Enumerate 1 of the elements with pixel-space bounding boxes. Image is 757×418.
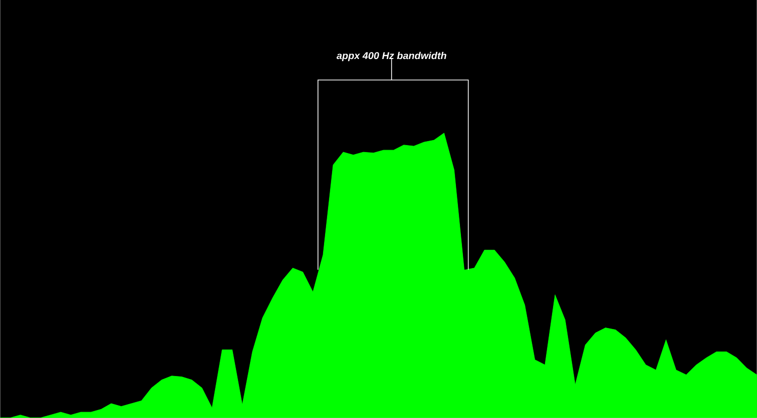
text: appx 400 Hz bandwidth bbox=[336, 52, 446, 62]
